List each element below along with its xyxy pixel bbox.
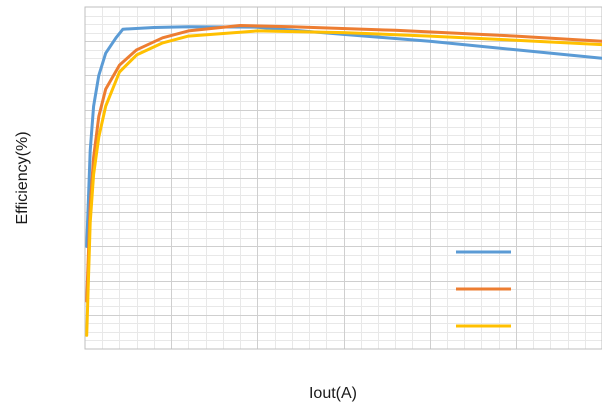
x-axis-title: Iout(A) <box>309 385 357 402</box>
y-axis-title: Efficiency(%) <box>14 131 31 224</box>
series-layer <box>85 24 602 337</box>
series-line-1 <box>85 25 602 248</box>
legend <box>456 250 511 328</box>
series-line-3 <box>85 29 602 337</box>
series-line-2 <box>85 24 602 303</box>
major-gridlines <box>85 7 602 349</box>
plot-area-border <box>84 6 602 350</box>
